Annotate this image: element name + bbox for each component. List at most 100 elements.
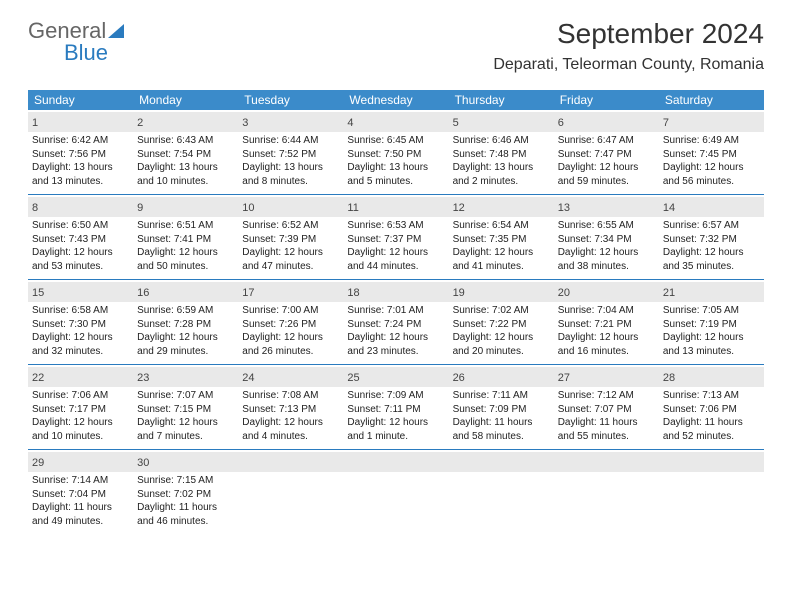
day-info: Sunrise: 6:42 AMSunset: 7:56 PMDaylight:… (32, 134, 129, 188)
weekday-thursday: Thursday (449, 90, 554, 110)
day-number: 17 (242, 287, 254, 299)
day-number: 10 (242, 202, 254, 214)
day-number: 3 (242, 117, 248, 129)
day-number-bar: 9 (133, 197, 238, 217)
day-cell (449, 450, 554, 534)
weekday-header-row: SundayMondayTuesdayWednesdayThursdayFrid… (28, 90, 764, 110)
day-info: Sunrise: 7:00 AMSunset: 7:26 PMDaylight:… (242, 304, 339, 358)
day-number-bar: 6 (554, 112, 659, 132)
day-number: 19 (453, 287, 465, 299)
day-number: 4 (347, 117, 353, 129)
day-cell (238, 450, 343, 534)
day-number: 6 (558, 117, 564, 129)
day-number-bar: 13 (554, 197, 659, 217)
day-number: 21 (663, 287, 675, 299)
week-row: 15Sunrise: 6:58 AMSunset: 7:30 PMDayligh… (28, 280, 764, 365)
day-cell: 22Sunrise: 7:06 AMSunset: 7:17 PMDayligh… (28, 365, 133, 449)
day-cell: 6 Sunrise: 6:47 AMSunset: 7:47 PMDaylight… (554, 110, 659, 194)
day-info: Sunrise: 7:15 AMSunset: 7:02 PMDaylight:… (137, 474, 234, 528)
day-info: Sunrise: 7:09 AMSunset: 7:11 PMDaylight:… (347, 389, 444, 443)
day-number: 2 (137, 117, 143, 129)
day-info: Sunrise: 6:46 AMSunset: 7:48 PMDaylight:… (453, 134, 550, 188)
day-info: Sunrise: 6:59 AMSunset: 7:28 PMDaylight:… (137, 304, 234, 358)
day-cell: 2 Sunrise: 6:43 AMSunset: 7:54 PMDaylight… (133, 110, 238, 194)
day-number: 23 (137, 372, 149, 384)
day-number: 29 (32, 457, 44, 469)
day-number: 12 (453, 202, 465, 214)
day-cell: 16 Sunrise: 6:59 AMSunset: 7:28 PMDayligh… (133, 280, 238, 364)
day-cell: 8 Sunrise: 6:50 AMSunset: 7:43 PMDaylight… (28, 195, 133, 279)
calendar: SundayMondayTuesdayWednesdayThursdayFrid… (28, 90, 764, 534)
day-number-bar: 14 (659, 197, 764, 217)
day-number-bar: 1 (28, 112, 133, 132)
day-cell: 14Sunrise: 6:57 AMSunset: 7:32 PMDayligh… (659, 195, 764, 279)
day-info: Sunrise: 7:04 AMSunset: 7:21 PMDaylight:… (558, 304, 655, 358)
day-number-bar: 22 (28, 367, 133, 387)
day-info: Sunrise: 6:49 AMSunset: 7:45 PMDaylight:… (663, 134, 760, 188)
day-cell (554, 450, 659, 534)
weekday-monday: Monday (133, 90, 238, 110)
week-row: 1 Sunrise: 6:42 AMSunset: 7:56 PMDaylight… (28, 110, 764, 195)
day-number-bar (449, 452, 554, 472)
day-info: Sunrise: 6:53 AMSunset: 7:37 PMDaylight:… (347, 219, 444, 273)
day-info: Sunrise: 6:45 AMSunset: 7:50 PMDaylight:… (347, 134, 444, 188)
day-number: 24 (242, 372, 254, 384)
day-number-bar (343, 452, 448, 472)
day-info: Sunrise: 6:58 AMSunset: 7:30 PMDaylight:… (32, 304, 129, 358)
week-row: 8 Sunrise: 6:50 AMSunset: 7:43 PMDaylight… (28, 195, 764, 280)
logo-text-2: Blue (28, 40, 124, 66)
day-number: 8 (32, 202, 38, 214)
day-number-bar: 19 (449, 282, 554, 302)
day-info: Sunrise: 7:14 AMSunset: 7:04 PMDaylight:… (32, 474, 129, 528)
day-number: 30 (137, 457, 149, 469)
day-info: Sunrise: 6:47 AMSunset: 7:47 PMDaylight:… (558, 134, 655, 188)
day-number-bar: 3 (238, 112, 343, 132)
day-info: Sunrise: 6:50 AMSunset: 7:43 PMDaylight:… (32, 219, 129, 273)
day-number (558, 457, 561, 469)
day-cell: 29 Sunrise: 7:14 AMSunset: 7:04 PMDayligh… (28, 450, 133, 534)
day-number-bar: 2 (133, 112, 238, 132)
logo: General Blue (28, 18, 124, 66)
day-number-bar: 16 (133, 282, 238, 302)
weekday-saturday: Saturday (659, 90, 764, 110)
day-number-bar: 26 (449, 367, 554, 387)
day-cell: 12Sunrise: 6:54 AMSunset: 7:35 PMDayligh… (449, 195, 554, 279)
weekday-wednesday: Wednesday (343, 90, 448, 110)
day-number-bar: 21 (659, 282, 764, 302)
day-number-bar (659, 452, 764, 472)
day-number-bar: 7 (659, 112, 764, 132)
day-number: 1 (32, 117, 38, 129)
day-info: Sunrise: 6:52 AMSunset: 7:39 PMDaylight:… (242, 219, 339, 273)
day-cell: 25 Sunrise: 7:09 AMSunset: 7:11 PMDayligh… (343, 365, 448, 449)
day-number-bar: 23 (133, 367, 238, 387)
day-info: Sunrise: 7:06 AMSunset: 7:17 PMDaylight:… (32, 389, 129, 443)
month-title: September 2024 (493, 18, 764, 50)
day-number-bar: 30 (133, 452, 238, 472)
day-cell: 19Sunrise: 7:02 AMSunset: 7:22 PMDayligh… (449, 280, 554, 364)
weekday-sunday: Sunday (28, 90, 133, 110)
day-number-bar: 25 (343, 367, 448, 387)
day-info: Sunrise: 7:13 AMSunset: 7:06 PMDaylight:… (663, 389, 760, 443)
week-row: 22Sunrise: 7:06 AMSunset: 7:17 PMDayligh… (28, 365, 764, 450)
day-number-bar: 28 (659, 367, 764, 387)
day-cell (343, 450, 448, 534)
day-cell: 15Sunrise: 6:58 AMSunset: 7:30 PMDayligh… (28, 280, 133, 364)
day-number (453, 457, 456, 469)
title-block: September 2024 Deparati, Teleorman Count… (493, 18, 764, 74)
header: General Blue September 2024 Deparati, Te… (0, 0, 792, 78)
day-number: 25 (347, 372, 359, 384)
day-number: 9 (137, 202, 143, 214)
day-number: 14 (663, 202, 675, 214)
day-number-bar: 10 (238, 197, 343, 217)
day-number: 20 (558, 287, 570, 299)
day-cell: 1 Sunrise: 6:42 AMSunset: 7:56 PMDaylight… (28, 110, 133, 194)
day-number-bar: 8 (28, 197, 133, 217)
day-info: Sunrise: 7:08 AMSunset: 7:13 PMDaylight:… (242, 389, 339, 443)
day-info: Sunrise: 6:43 AMSunset: 7:54 PMDaylight:… (137, 134, 234, 188)
week-row: 29 Sunrise: 7:14 AMSunset: 7:04 PMDayligh… (28, 450, 764, 534)
day-number-bar: 18 (343, 282, 448, 302)
day-cell: 20 Sunrise: 7:04 AMSunset: 7:21 PMDayligh… (554, 280, 659, 364)
day-number: 16 (137, 287, 149, 299)
day-number-bar: 4 (343, 112, 448, 132)
day-number-bar: 12 (449, 197, 554, 217)
